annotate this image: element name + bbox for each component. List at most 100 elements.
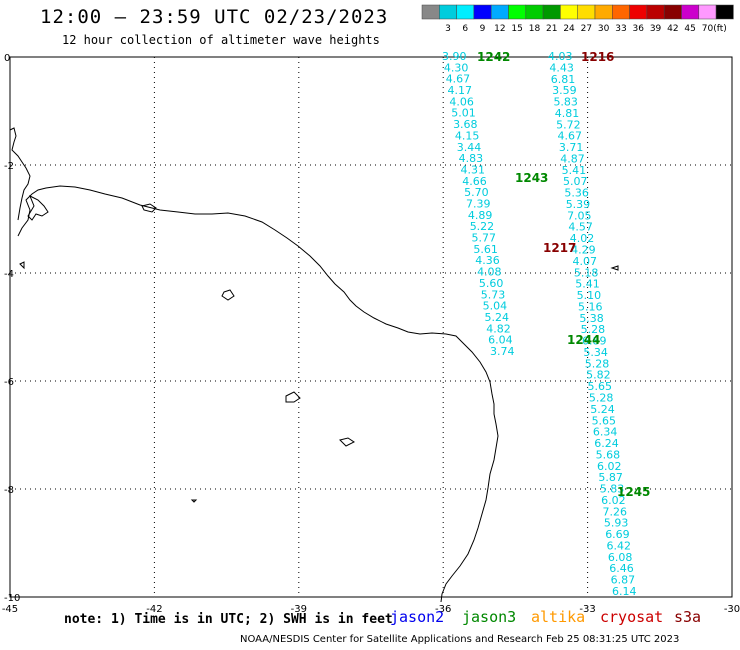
wave-height-value: 4.67 <box>558 130 583 143</box>
wave-height-value: 7.05 <box>567 209 592 222</box>
wave-height-value: 5.83 <box>553 96 578 109</box>
grid-lines <box>10 57 732 597</box>
footer-note: note: 1) Time is in UTC; 2) SWH is in fe… <box>64 612 393 627</box>
wave-height-value: 6.04 <box>488 334 512 347</box>
legend-label: 24 <box>563 24 575 34</box>
island <box>221 289 235 301</box>
legend-label: 3 <box>445 24 451 34</box>
wave-height-value: 5.39 <box>566 198 591 211</box>
legend-label: 33 <box>615 24 626 34</box>
track-time-label: 1216 <box>581 50 614 64</box>
wave-height-value: 4.57 <box>568 221 593 234</box>
wave-height-value: 5.72 <box>556 118 581 131</box>
color-legend: 3 6 9 12 15 18 21 24 27 30 33 36 39 42 45 70 (ft) <box>421 4 734 34</box>
legend-label: 6 <box>462 24 468 34</box>
satellite-name-jason2: jason2 <box>390 608 445 626</box>
wave-height-value: 6.02 <box>601 494 626 507</box>
satellite-name-cryosat: cryosat <box>600 608 664 626</box>
legend-label: 42 <box>667 24 678 34</box>
wave-height-value: 5.24 <box>590 403 615 416</box>
wave-height-value: 3.71 <box>559 141 584 154</box>
wave-height-value: 4.15 <box>455 129 480 142</box>
wave-height-value: 5.68 <box>596 448 621 461</box>
satellite-name-jason3: jason3 <box>462 608 517 626</box>
x-tick-label: -45 <box>2 604 18 615</box>
wave-height-value: 6.42 <box>607 539 632 552</box>
wave-height-value: 3.74 <box>490 345 515 358</box>
x-tick-label: -33 <box>579 604 595 615</box>
wave-height-value: 4.87 <box>560 152 585 165</box>
wave-height-value: 5.10 <box>577 289 602 302</box>
wave-height-value: 6.14 <box>612 585 637 598</box>
footer-credit: NOAA/NESDIS Center for Satellite Applica… <box>240 634 680 645</box>
wave-height-value: 5.07 <box>563 175 588 188</box>
legend-unit: (ft) <box>713 24 727 34</box>
wave-height-value: 4.89 <box>468 209 493 222</box>
wave-height-value: 3.90 <box>442 50 467 63</box>
wave-values: 3.904.304.674.174.065.013.684.153.444.83… <box>442 50 637 598</box>
wave-height-value: 4.07 <box>573 255 598 268</box>
island <box>19 261 25 270</box>
wave-height-value: 7.39 <box>466 198 491 211</box>
coastline-north <box>9 127 31 221</box>
wave-height-value: 5.60 <box>479 277 504 290</box>
coastline <box>17 185 499 603</box>
wave-height-value: 4.36 <box>475 254 500 267</box>
track-time-label: 1244 <box>567 333 600 347</box>
y-tick-label: -8 <box>4 485 14 496</box>
wave-height-value: 5.16 <box>578 300 603 313</box>
wave-height-value: 6.89 <box>582 335 607 348</box>
wave-height-value: 5.73 <box>481 288 506 301</box>
x-tick-label: -30 <box>724 604 740 615</box>
wave-height-value: 6.46 <box>609 562 634 575</box>
river-mouth <box>27 194 49 221</box>
wave-height-value: 6.08 <box>608 551 633 564</box>
wave-height-value: 4.43 <box>549 61 574 74</box>
legend-label: 9 <box>480 24 486 34</box>
wave-height-value: 4.31 <box>460 163 485 176</box>
wave-height-value: 4.06 <box>449 95 474 108</box>
map-frame <box>9 56 733 598</box>
wave-height-value: 4.30 <box>444 61 469 74</box>
wave-height-value: 5.34 <box>583 346 608 359</box>
legend-swatch <box>715 4 734 20</box>
track-time-label: 1217 <box>543 241 576 255</box>
wave-height-value: 3.68 <box>453 118 478 131</box>
x-tick-label: -36 <box>435 604 451 615</box>
wave-height-value: 5.41 <box>562 164 587 177</box>
axis-ticks: -45 -42 -39 -36 -33 -30 0 -2 -4 -6 -8 -10 <box>2 53 740 615</box>
wave-height-value: 5.28 <box>589 391 614 404</box>
legend-label: 21 <box>546 24 557 34</box>
track-time-label: 1243 <box>515 171 548 185</box>
track-labels: 1242 1216 1243 1217 1244 1245 <box>477 50 650 499</box>
wave-height-value: 5.77 <box>472 232 497 245</box>
wave-height-value: 7.26 <box>602 505 627 518</box>
legend-label: 18 <box>529 24 541 34</box>
legend-label: 36 <box>633 24 645 34</box>
wave-height-value: 5.93 <box>604 517 629 530</box>
wave-height-value: 6.24 <box>594 437 619 450</box>
y-tick-label: -2 <box>4 161 14 172</box>
legend-label: 12 <box>494 24 505 34</box>
wave-height-value: 5.28 <box>585 357 610 370</box>
legend-label: 45 <box>684 24 695 34</box>
wave-height-value: 6.69 <box>605 528 630 541</box>
island <box>610 265 619 271</box>
island <box>339 437 355 447</box>
wave-height-value: 5.22 <box>470 220 495 233</box>
wave-height-value: 4.17 <box>448 84 473 97</box>
legend-label: 70 <box>702 24 714 34</box>
wave-height-value: 6.34 <box>593 426 618 439</box>
wave-height-value: 3.44 <box>457 141 482 154</box>
track-time-label: 1245 <box>617 485 650 499</box>
track-time-label: 1242 <box>477 50 510 64</box>
wave-height-value: 5.38 <box>579 312 604 325</box>
wave-height-value: 5.83 <box>600 483 625 496</box>
wave-height-value: 5.24 <box>484 311 509 324</box>
wave-height-value: 5.82 <box>586 369 611 382</box>
wave-height-value: 4.03 <box>548 50 573 63</box>
wave-height-value: 5.65 <box>587 380 612 393</box>
legend-label: 39 <box>650 24 662 34</box>
wave-height-value: 4.66 <box>462 175 487 188</box>
